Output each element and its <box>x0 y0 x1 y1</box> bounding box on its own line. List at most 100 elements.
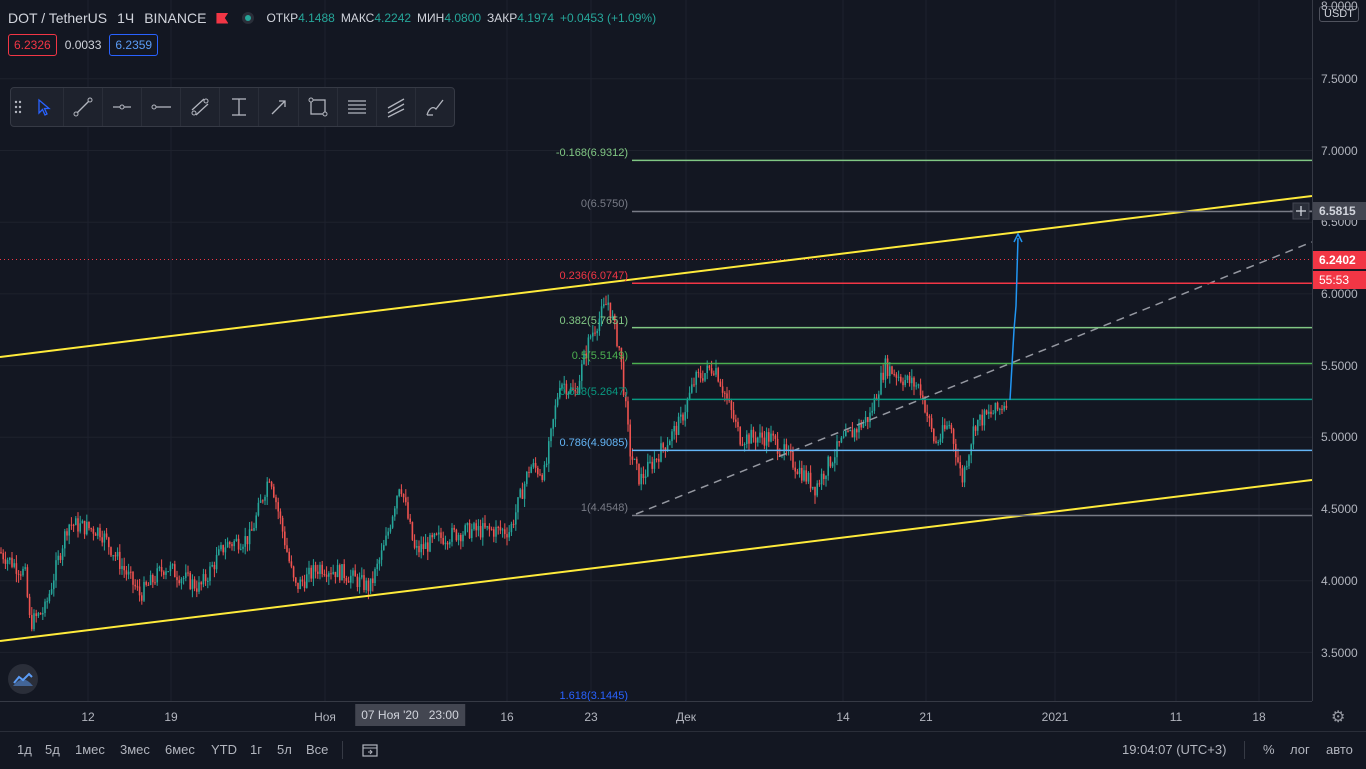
range-5d-button[interactable]: 5д <box>45 742 60 757</box>
candle-body <box>358 577 361 588</box>
candle-body <box>24 567 26 569</box>
candle-body <box>886 358 889 377</box>
sell-price-box[interactable]: 6.2326 <box>8 34 57 56</box>
candle-body <box>427 542 429 552</box>
buy-price-box[interactable]: 6.2359 <box>109 34 159 56</box>
log-scale-toggle[interactable]: лог <box>1290 742 1310 757</box>
time-axis[interactable]: 12 19 Ноя 16 23 Дек 14 21 2021 11 18 07 … <box>0 701 1312 732</box>
flag-icon[interactable] <box>216 12 229 24</box>
candle-body <box>455 529 458 541</box>
goto-date-icon[interactable] <box>360 740 380 765</box>
range-ytd-button[interactable]: YTD <box>211 742 237 757</box>
candle-body <box>323 574 326 576</box>
candle-body <box>726 393 728 399</box>
candle-body <box>915 385 917 387</box>
rectangle-icon[interactable] <box>297 88 337 126</box>
candle-body <box>83 520 86 535</box>
candle-body <box>378 559 381 564</box>
parallel-channel-icon[interactable] <box>180 88 219 126</box>
range-3m-button[interactable]: 3мес <box>120 742 150 757</box>
candle-body <box>380 550 383 560</box>
cursor-icon[interactable] <box>25 88 63 126</box>
candle-body <box>332 571 334 574</box>
candle-body <box>130 571 132 573</box>
candle-body <box>394 508 396 517</box>
candle-body <box>48 593 51 602</box>
candle-body <box>550 428 552 442</box>
candle-body <box>587 337 590 359</box>
range-6m-button[interactable]: 6мес <box>165 742 195 757</box>
candle-body <box>165 571 167 575</box>
range-1y-button[interactable]: 1г <box>250 742 262 757</box>
candle-body <box>174 564 176 578</box>
candle-body <box>352 570 354 576</box>
range-1m-button[interactable]: 1мес <box>75 742 105 757</box>
candle-body <box>999 408 1001 410</box>
candle-body <box>462 534 464 542</box>
candle-body <box>867 417 869 422</box>
tradingview-logo-icon[interactable] <box>8 664 38 694</box>
candle-body <box>697 372 700 374</box>
candle-body <box>114 555 117 557</box>
projection-arrow-line[interactable] <box>1009 237 1019 401</box>
date-price-range-icon[interactable] <box>219 88 258 126</box>
arrow-icon[interactable] <box>258 88 297 126</box>
time-tick: 21 <box>919 710 933 724</box>
chart-pane[interactable]: DOT / TetherUS 1Ч BINANCE ОТКР 4.1488 МА… <box>0 0 1312 701</box>
candle-body <box>240 548 242 550</box>
horizontal-ray-icon[interactable] <box>101 88 141 126</box>
candle-body <box>308 567 310 575</box>
dashed-trend-line[interactable] <box>635 241 1312 515</box>
auto-scale-toggle[interactable]: авто <box>1326 742 1353 757</box>
interval-label[interactable]: 1Ч <box>117 10 135 26</box>
candle-body <box>59 555 62 560</box>
high-label: МАКС <box>340 11 375 25</box>
candle-body <box>776 438 779 454</box>
drag-handle-icon[interactable] <box>11 88 25 126</box>
candle-body <box>798 467 801 474</box>
candle-body <box>607 302 609 305</box>
range-5y-button[interactable]: 5л <box>277 742 292 757</box>
candle-body <box>625 395 627 402</box>
range-all-button[interactable]: Все <box>306 742 329 757</box>
candle-body <box>440 532 442 538</box>
candle-body <box>972 426 975 445</box>
candle-body <box>1005 405 1008 408</box>
candle-body <box>598 318 601 331</box>
candle-body <box>387 531 389 536</box>
candle-body <box>785 444 788 451</box>
candle-body <box>908 375 911 384</box>
channel-upper-line[interactable] <box>0 195 1312 358</box>
candle-body <box>222 545 224 553</box>
currency-button[interactable]: USDT <box>1319 6 1359 22</box>
candle-body <box>336 565 339 578</box>
candle-body <box>451 527 453 542</box>
candle-body <box>567 392 570 395</box>
candle-body <box>891 366 893 374</box>
candle-body <box>389 527 392 532</box>
candle-body <box>279 511 282 518</box>
candle-body <box>75 518 77 526</box>
symbol-name[interactable]: DOT / TetherUS <box>8 10 108 26</box>
candle-body <box>519 489 521 498</box>
brush-icon[interactable] <box>414 88 454 126</box>
pitchfork-icon[interactable] <box>375 88 415 126</box>
candle-body <box>574 389 576 392</box>
candle-body <box>88 521 90 529</box>
channel-lower-line[interactable] <box>0 479 1312 642</box>
horizontal-line-icon[interactable] <box>141 88 180 126</box>
clock-timezone[interactable]: 19:04:07 (UTC+3) <box>1122 742 1227 757</box>
candle-body <box>310 567 312 579</box>
trend-line-icon[interactable] <box>62 88 102 126</box>
percent-scale-toggle[interactable]: % <box>1263 742 1275 757</box>
chart-settings-gear-icon[interactable]: ⚙ <box>1331 709 1346 726</box>
price-axis[interactable]: USDT 3.5000 4.0000 4.5000 5.0000 5.5000 … <box>1312 0 1366 701</box>
candle-body <box>583 353 585 365</box>
price-tick: 7.5000 <box>1321 72 1358 86</box>
candle-body <box>438 532 440 535</box>
candle-body <box>319 564 321 574</box>
fib-levels-icon[interactable] <box>336 88 376 126</box>
range-1d-button[interactable]: 1д <box>17 742 32 757</box>
candle-body <box>928 416 931 419</box>
candle-body <box>242 546 244 549</box>
